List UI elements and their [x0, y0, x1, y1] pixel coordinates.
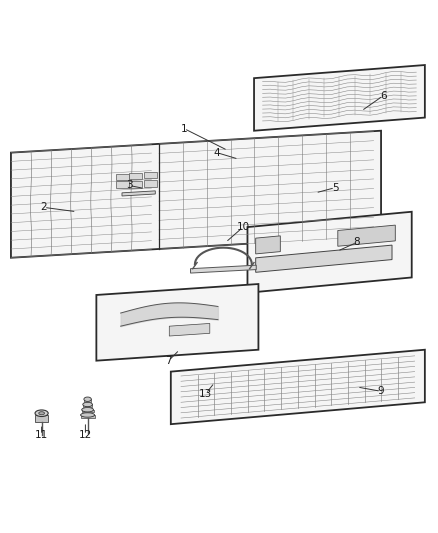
- Polygon shape: [171, 350, 425, 424]
- Text: 1: 1: [180, 124, 187, 134]
- Polygon shape: [144, 180, 157, 187]
- Text: 11: 11: [35, 430, 48, 440]
- Polygon shape: [122, 191, 155, 196]
- Polygon shape: [81, 410, 94, 413]
- Polygon shape: [35, 415, 48, 422]
- Polygon shape: [83, 405, 92, 407]
- Text: 9: 9: [378, 386, 385, 397]
- Polygon shape: [117, 174, 129, 180]
- Polygon shape: [191, 265, 256, 273]
- Polygon shape: [11, 131, 381, 258]
- Polygon shape: [256, 245, 392, 272]
- Polygon shape: [254, 65, 425, 131]
- Text: 6: 6: [380, 91, 387, 101]
- Text: 13: 13: [199, 389, 212, 399]
- Ellipse shape: [82, 408, 94, 412]
- Ellipse shape: [84, 397, 92, 401]
- Polygon shape: [169, 324, 210, 336]
- Ellipse shape: [39, 411, 45, 415]
- Text: 7: 7: [165, 356, 172, 366]
- Polygon shape: [117, 181, 129, 189]
- Text: 3: 3: [126, 181, 133, 190]
- Ellipse shape: [83, 402, 92, 407]
- Polygon shape: [247, 212, 412, 293]
- Polygon shape: [338, 225, 395, 246]
- Text: 8: 8: [353, 237, 360, 247]
- Text: 5: 5: [332, 183, 339, 192]
- Polygon shape: [144, 172, 157, 179]
- Text: 4: 4: [213, 148, 220, 158]
- Polygon shape: [81, 415, 95, 418]
- Text: 10: 10: [237, 222, 250, 232]
- Text: 12: 12: [79, 430, 92, 440]
- Polygon shape: [256, 236, 280, 254]
- Polygon shape: [84, 399, 92, 402]
- Ellipse shape: [81, 413, 95, 417]
- Polygon shape: [129, 181, 142, 188]
- Polygon shape: [96, 284, 258, 361]
- Polygon shape: [129, 173, 142, 179]
- Ellipse shape: [35, 410, 48, 416]
- Text: 2: 2: [40, 203, 47, 212]
